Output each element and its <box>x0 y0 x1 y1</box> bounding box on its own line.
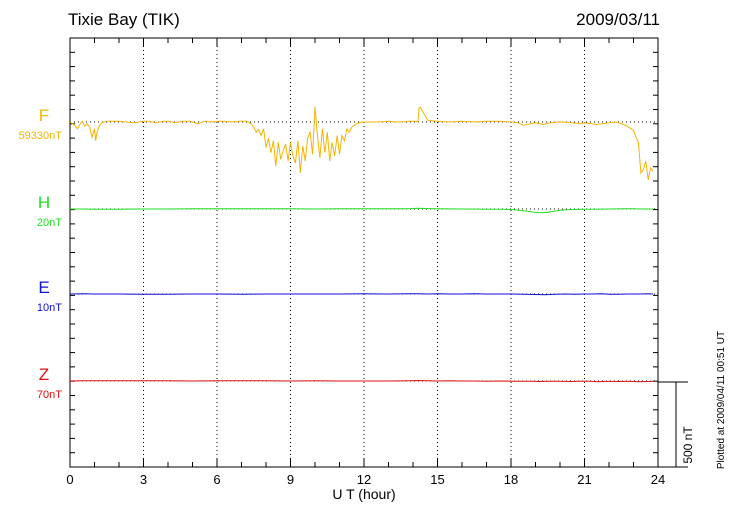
series-line-z <box>69 379 654 383</box>
series-baseline-value-e: 10nT <box>37 302 62 314</box>
series-line-f <box>69 106 654 180</box>
series-baseline-value-z: 70nT <box>37 389 62 401</box>
scale-bar: 500 nT <box>658 381 695 468</box>
series-name-e: E <box>38 278 49 297</box>
x-tick-label: 24 <box>651 472 665 487</box>
x-tick-label: 15 <box>430 472 444 487</box>
series-labels: F 59330nT H 20nT E 10nT Z 70nT <box>19 106 63 401</box>
plotted-at-note: Plotted at 2009/04/11 00:51 UT <box>716 331 727 469</box>
grid-lines <box>143 38 585 467</box>
station-title: Tixie Bay (TIK) <box>68 10 180 29</box>
x-tick-label: 21 <box>577 472 591 487</box>
x-tick-label: 12 <box>357 472 371 487</box>
x-tick-label: 3 <box>140 472 147 487</box>
series-name-h: H <box>38 193 50 212</box>
series-line-e <box>69 293 654 296</box>
plot-date: 2009/03/11 <box>576 10 660 29</box>
x-tick-label: 6 <box>213 472 220 487</box>
x-tick-label: 18 <box>504 472 518 487</box>
series-name-f: F <box>39 106 49 125</box>
x-tick-label: 0 <box>66 472 73 487</box>
series-baseline-value-f: 59330nT <box>19 130 63 142</box>
x-axis-label: U T (hour) <box>332 486 395 502</box>
series-line-h <box>70 207 654 214</box>
series-name-z: Z <box>39 365 49 384</box>
series-baseline-value-h: 20nT <box>37 217 62 229</box>
x-tick-labels: 0 3 6 9 12 15 18 21 24 <box>66 472 665 487</box>
series-lines <box>69 106 654 383</box>
axis-ticks <box>69 38 659 467</box>
x-tick-label: 9 <box>287 472 294 487</box>
scale-bar-label: 500 nT <box>681 426 695 464</box>
